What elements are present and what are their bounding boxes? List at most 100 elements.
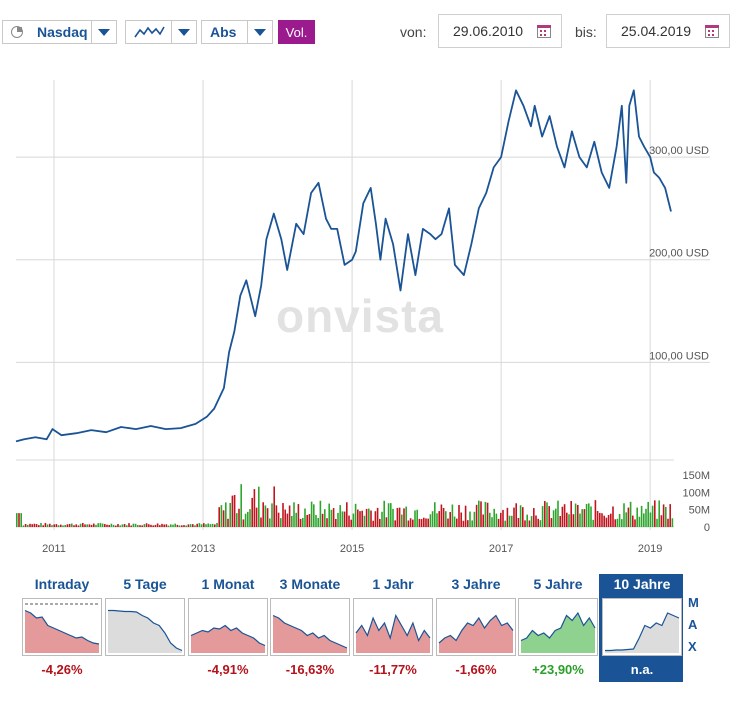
thumbnail-line [24, 609, 100, 645]
from-date-field[interactable]: 29.06.2010 [438, 14, 562, 48]
volume-bar [372, 520, 374, 527]
max-letter-x[interactable]: X [688, 639, 697, 654]
to-date-field[interactable]: 25.04.2019 [606, 14, 730, 48]
volume-bar [176, 524, 179, 527]
volume-bar [264, 505, 267, 527]
volume-bar [137, 524, 139, 527]
volume-bar [238, 508, 240, 527]
volume-bar [326, 518, 328, 527]
volume-bar [313, 504, 315, 527]
volume-bar [172, 524, 174, 527]
volume-bar [231, 495, 234, 527]
period-change: -1,66% [455, 662, 497, 677]
chart-type-dropdown[interactable] [125, 20, 197, 44]
volume-bar [570, 501, 572, 527]
volume-bar [31, 524, 33, 527]
volume-bar [288, 505, 291, 527]
volume-bar [66, 524, 69, 527]
volume-bar [185, 525, 187, 527]
calendar-icon[interactable] [537, 25, 551, 38]
period-7[interactable]: 5 Jahre +23,90% [518, 574, 598, 677]
period-thumbnail [602, 598, 682, 656]
volume-bar [513, 507, 515, 527]
volume-bar [412, 519, 414, 527]
period-change: +23,90% [532, 662, 584, 677]
volume-bar [537, 518, 539, 527]
volume-bar [665, 506, 667, 527]
volume-bar [209, 524, 212, 527]
scale-label: Abs [210, 24, 237, 40]
to-date-value: 25.04.2019 [621, 23, 692, 39]
volume-bar [526, 514, 528, 527]
volume-bar [585, 503, 588, 527]
scale-dropdown[interactable]: Abs [201, 20, 273, 44]
volume-tick-label: 50M [689, 505, 710, 517]
volume-bar [566, 512, 568, 527]
volume-bar [194, 525, 196, 527]
period-thumbnail [188, 598, 268, 656]
volume-bar [517, 517, 520, 527]
volume-bar [563, 504, 566, 527]
volume-bar [502, 509, 504, 527]
volume-bar [271, 503, 273, 527]
volume-bar [420, 519, 423, 527]
period-2[interactable]: 5 Tage [105, 574, 185, 656]
period-1[interactable]: Intraday -4,26% [22, 574, 102, 677]
volume-tick-label: 100M [682, 487, 710, 499]
max-letter-m[interactable]: M [688, 595, 699, 610]
period-label: Intraday [34, 576, 90, 592]
volume-bar [394, 520, 396, 527]
period-4[interactable]: 3 Monate -16,63% [270, 574, 350, 677]
chevron-down-icon[interactable] [247, 21, 272, 43]
volume-bar [51, 525, 53, 527]
volume-bar [376, 507, 379, 527]
volume-bar [451, 504, 454, 527]
volume-bar [115, 525, 117, 527]
from-label: von: [400, 24, 427, 40]
volume-bar [315, 515, 317, 527]
chevron-down-icon[interactable] [171, 21, 196, 43]
volume-bar [218, 507, 220, 527]
volume-bar [647, 501, 649, 527]
thumbnail-area [191, 625, 265, 653]
max-letter-a[interactable]: A [688, 617, 698, 632]
chevron-down-icon[interactable] [91, 21, 116, 43]
period-change: -4,26% [41, 662, 83, 677]
volume-bar [405, 506, 407, 527]
period-3[interactable]: 1 Monat -4,91% [188, 574, 268, 677]
volume-bar [473, 511, 476, 527]
volume-bar [550, 518, 553, 527]
volume-bar [524, 520, 526, 527]
volume-bar [170, 524, 172, 527]
volume-bar [605, 517, 608, 527]
period-5[interactable]: 1 Jahr -11,77% [353, 574, 433, 677]
volume-bar [68, 523, 71, 527]
calendar-icon[interactable] [705, 25, 719, 38]
volume-bar [112, 524, 115, 527]
volume-bar [299, 518, 302, 527]
volume-bar [475, 504, 478, 527]
period-label: 3 Jahre [451, 576, 501, 592]
price-tick-label: 100,00 USD [649, 350, 709, 362]
price-chart[interactable]: onvista 100,00 USD 200,00 USD 300,00 USD 20… [0, 60, 736, 560]
volume-bar [365, 508, 368, 527]
from-date-value: 29.06.2010 [453, 23, 524, 39]
period-8[interactable]: 10 Jahre n.a. [602, 574, 682, 677]
period-label: 3 Monate [279, 576, 341, 592]
volume-bar [612, 506, 614, 527]
price-line [15, 89, 672, 443]
volume-toggle-button[interactable]: Vol. [278, 20, 315, 44]
volume-bar [438, 511, 440, 527]
period-6[interactable]: 3 Jahre -1,66% [436, 574, 516, 677]
volume-bar [387, 503, 390, 527]
volume-bar [108, 525, 110, 527]
volume-bar [110, 523, 113, 527]
period-change: -16,63% [285, 662, 335, 677]
volume-bar [464, 505, 467, 527]
exchange-dropdown[interactable]: Nasdaq [2, 20, 117, 44]
volume-bar [249, 509, 251, 527]
volume-bar [418, 518, 421, 527]
volume-bar [381, 511, 383, 527]
volume-bar [383, 500, 385, 527]
volume-bar [128, 523, 130, 527]
